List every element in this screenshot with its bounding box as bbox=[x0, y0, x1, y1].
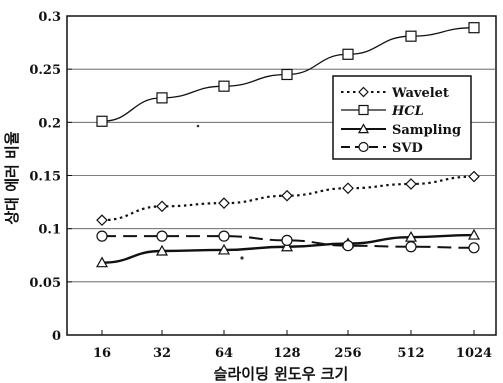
y-tick-label: 0.05 bbox=[29, 276, 61, 291]
data-point-hcl bbox=[156, 92, 168, 104]
data-point-svd bbox=[156, 230, 168, 242]
x-tick-label: 256 bbox=[334, 346, 361, 361]
data-point-hcl bbox=[468, 22, 480, 34]
data-point-sampling bbox=[217, 243, 231, 255]
y-axis-title: 상대 에러 비율 bbox=[3, 131, 21, 224]
legend-label-hcl: HCL bbox=[391, 104, 424, 119]
data-point-svd bbox=[468, 242, 480, 254]
data-point-svd bbox=[342, 240, 354, 252]
y-axis-ticks: 0 0.05 0.1 0.15 0.2 0.25 0.3 bbox=[29, 10, 72, 344]
x-axis-title: 슬라이딩 윈도우 크기 bbox=[214, 365, 349, 383]
y-tick-label: 0 bbox=[52, 329, 61, 344]
data-point-sampling bbox=[155, 244, 169, 256]
series-layer bbox=[95, 22, 481, 268]
data-point-wavelet bbox=[281, 189, 293, 202]
legend-label-svd: SVD bbox=[392, 141, 423, 156]
y-tick-label: 0.25 bbox=[29, 63, 61, 78]
x-tick-label: 512 bbox=[397, 346, 424, 361]
data-point-svd bbox=[281, 234, 293, 246]
y-tick-label: 0.15 bbox=[29, 170, 61, 185]
legend: Wavelet HCL Sampling SVD bbox=[332, 75, 472, 160]
legend-marker-wavelet bbox=[358, 86, 369, 98]
y-tick-label: 0.1 bbox=[38, 223, 61, 238]
data-point-hcl bbox=[218, 80, 230, 92]
legend-box bbox=[332, 75, 472, 160]
legend-label-sampling: Sampling bbox=[392, 123, 461, 138]
data-point-wavelet bbox=[405, 178, 417, 190]
x-tick-label: 64 bbox=[215, 346, 233, 361]
data-point-sampling bbox=[467, 228, 481, 240]
data-point-wavelet bbox=[218, 197, 230, 209]
x-tick-label: 128 bbox=[273, 346, 300, 361]
series-svd bbox=[96, 230, 480, 254]
data-point-wavelet bbox=[156, 200, 168, 213]
data-point-hcl bbox=[405, 30, 417, 42]
legend-marker-sampling bbox=[357, 123, 370, 134]
x-tick-label: 1024 bbox=[456, 346, 492, 361]
data-point-wavelet bbox=[468, 170, 480, 183]
data-point-svd bbox=[405, 241, 417, 253]
legend-label-wavelet: Wavelet bbox=[391, 86, 449, 101]
data-point-svd bbox=[218, 230, 230, 242]
y-tick-label: 0.3 bbox=[38, 10, 61, 25]
data-point-svd bbox=[96, 230, 108, 242]
data-point-wavelet bbox=[342, 182, 354, 195]
legend-marker-svd bbox=[358, 141, 369, 153]
data-point-sampling bbox=[95, 256, 109, 268]
data-point-hcl bbox=[281, 68, 293, 81]
data-point-sampling bbox=[280, 240, 294, 252]
scan-speck bbox=[196, 124, 200, 128]
series-wavelet bbox=[96, 170, 480, 227]
x-tick-label: 16 bbox=[93, 346, 111, 361]
series-hcl bbox=[96, 22, 480, 127]
scan-speck bbox=[240, 256, 244, 260]
x-tick-label: 32 bbox=[153, 346, 171, 361]
x-axis-ticks: 16 32 64 128 256 512 1024 bbox=[93, 330, 492, 361]
data-point-wavelet bbox=[96, 214, 108, 227]
legend-marker-hcl bbox=[358, 104, 369, 116]
data-point-hcl bbox=[96, 115, 108, 127]
data-point-hcl bbox=[342, 48, 354, 60]
y-tick-label: 0.2 bbox=[38, 116, 61, 131]
